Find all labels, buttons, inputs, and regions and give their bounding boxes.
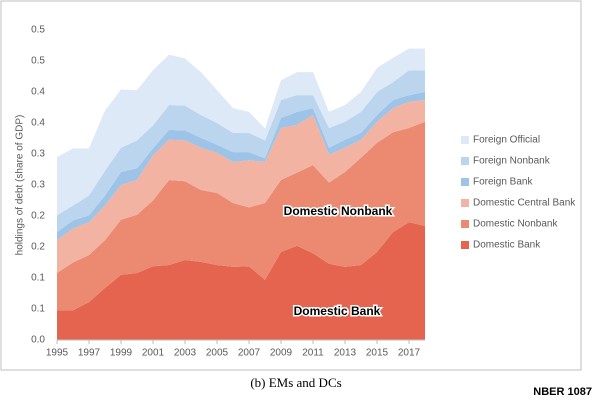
x-tick-label: 2011 xyxy=(302,348,324,359)
legend-label: Foreign Nonbank xyxy=(473,156,551,167)
area xyxy=(57,92,425,241)
y-tick-label: 0.4 xyxy=(31,87,45,98)
x-tick-label: 2003 xyxy=(174,348,197,359)
x-tick-label: 2005 xyxy=(206,348,229,359)
x-tick-label: 1999 xyxy=(110,348,133,359)
x-tick-label: 2007 xyxy=(238,348,261,359)
x-tick-label: 1997 xyxy=(78,348,101,359)
y-tick-label: 0.1 xyxy=(31,273,45,284)
area xyxy=(57,70,425,233)
area xyxy=(57,121,425,311)
x-tick-label: 2017 xyxy=(398,348,421,359)
y-tick-label: 0.5 xyxy=(31,56,45,67)
y-tick-label: 0.2 xyxy=(31,211,45,222)
source: NBER 1087 xyxy=(533,386,592,398)
y-tick-label: 0.2 xyxy=(31,242,45,253)
legend-swatch xyxy=(461,136,469,144)
legend-swatch xyxy=(461,220,469,228)
y-tick-label: 0.5 xyxy=(31,25,45,36)
legend-label: Foreign Official xyxy=(473,135,540,146)
y-axis-title: holdings of debt (share of GDP) xyxy=(15,115,26,256)
x-tick-label: 2015 xyxy=(366,348,389,359)
area xyxy=(57,222,425,340)
x-tick-label: 2009 xyxy=(270,348,293,359)
caption: (b) EMs and DCs xyxy=(250,375,341,390)
x-tick-label: 2013 xyxy=(334,348,357,359)
x-tick-label: 1995 xyxy=(46,348,69,359)
y-tick-label: 0.3 xyxy=(31,180,45,191)
y-tick-label: 0.1 xyxy=(31,304,45,315)
legend-swatch xyxy=(461,157,469,165)
legend-swatch xyxy=(461,241,469,249)
legend-label: Foreign Bank xyxy=(473,177,533,188)
legend-swatch xyxy=(461,178,469,186)
legend-label: Domestic Central Bank xyxy=(473,198,576,209)
legend-label: Domestic Bank xyxy=(473,240,541,251)
annotation: Domestic Bank xyxy=(294,304,381,318)
legend-swatch xyxy=(461,199,469,207)
y-tick-label: 0.0 xyxy=(31,335,45,346)
legend-label: Domestic Nonbank xyxy=(473,219,558,230)
y-tick-label: 0.4 xyxy=(31,118,45,129)
annotation: Domestic Nonbank xyxy=(284,204,393,218)
areas xyxy=(57,48,425,340)
x-tick-label: 2001 xyxy=(142,348,165,359)
y-tick-label: 0.3 xyxy=(31,149,45,160)
area xyxy=(57,100,425,274)
area xyxy=(57,48,425,216)
